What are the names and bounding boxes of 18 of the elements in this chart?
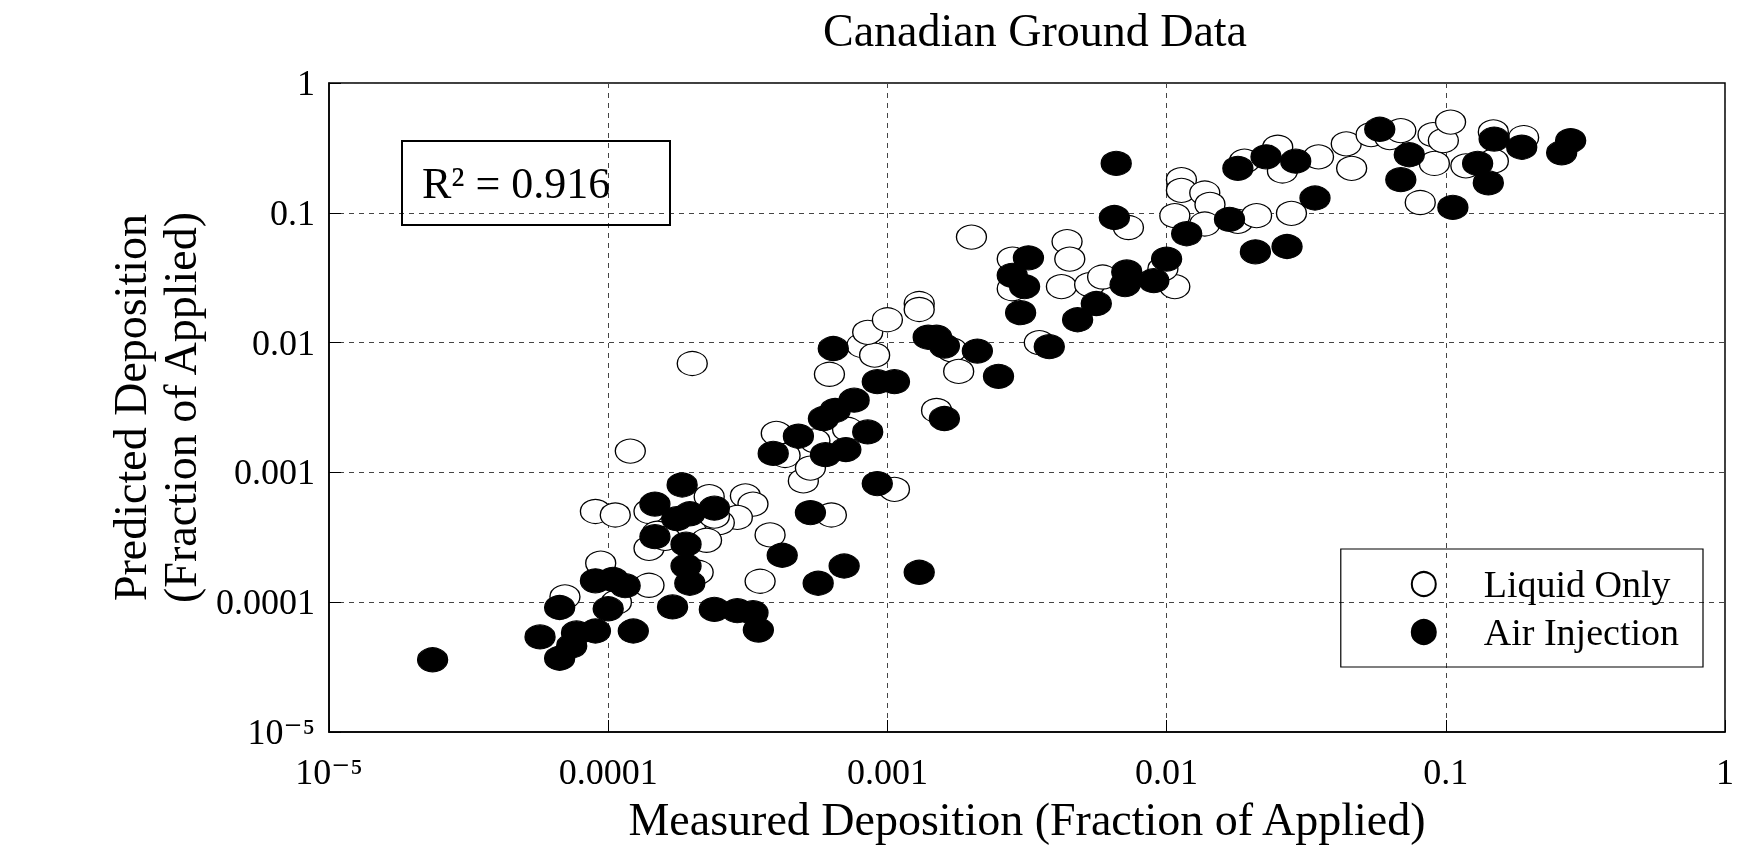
y-tick-label: 1 bbox=[297, 63, 315, 103]
x-tick-label: 1 bbox=[1716, 752, 1734, 792]
legend-label: Liquid Only bbox=[1483, 563, 1671, 605]
y-tick-label: 0.0001 bbox=[216, 582, 315, 623]
x-tick-label: 0.001 bbox=[846, 752, 928, 792]
x-tick-label: 0.1 bbox=[1423, 752, 1469, 792]
legend-label: Air Injection bbox=[1483, 611, 1679, 653]
y-tick-label: 10⁻⁵ bbox=[247, 712, 315, 752]
x-tick-label: 0.01 bbox=[1135, 752, 1199, 792]
y-tick-label: 0.001 bbox=[234, 452, 315, 493]
chart-title: Canadian Ground Data bbox=[822, 4, 1248, 56]
y-tick-label: 0.01 bbox=[252, 322, 315, 363]
x-tick-label: 10⁻⁵ bbox=[295, 752, 363, 792]
y-tick-label: 0.1 bbox=[270, 192, 315, 233]
x-tick-label: 0.0001 bbox=[558, 752, 658, 792]
annotation: R² = 0.916 bbox=[422, 158, 611, 208]
x-axis-title: Measured Deposition (Fraction of Applied) bbox=[628, 794, 1426, 846]
y-axis-title: Predicted Deposition (Fraction of Applied) bbox=[104, 212, 206, 603]
